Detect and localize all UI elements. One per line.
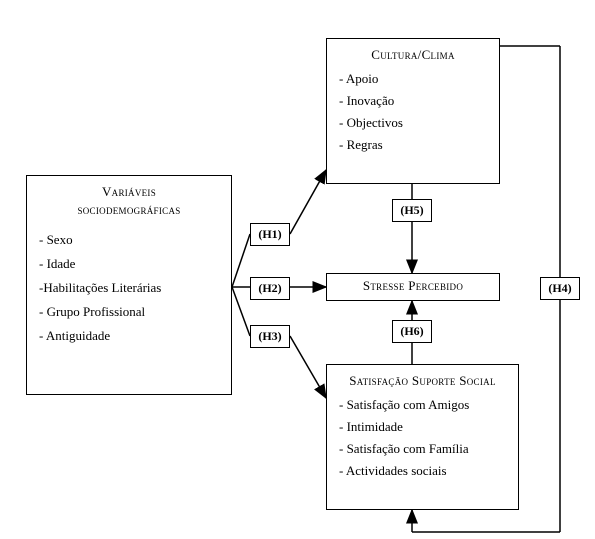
satisfacao-item: - Intimidade xyxy=(339,419,506,435)
sociodem-title-line1: Variáveis xyxy=(39,184,219,200)
satisfacao-title: Satisfação Suporte Social xyxy=(339,373,506,389)
satisfacao-item: - Satisfação com Família xyxy=(339,441,506,457)
hypothesis-h3: (H3) xyxy=(250,325,290,348)
sociodem-item: - Sexo xyxy=(39,232,219,248)
hypothesis-h6: (H6) xyxy=(392,320,432,343)
hypothesis-h2: (H2) xyxy=(250,277,290,300)
cultura-items: - Apoio - Inovação - Objectivos - Regras xyxy=(339,71,487,153)
satisfacao-items: - Satisfação com Amigos - Intimidade - S… xyxy=(339,397,506,479)
cultura-item: - Inovação xyxy=(339,93,487,109)
connector-sd-origin-h3 xyxy=(232,287,250,336)
sociodem-item: - Antiguidade xyxy=(39,328,219,344)
sociodem-item: -Habilitações Literárias xyxy=(39,280,219,296)
sociodem-title-line2: sociodemográficas xyxy=(39,202,219,218)
sociodem-items: - Sexo - Idade -Habilitações Literárias … xyxy=(39,232,219,344)
cultura-item: - Objectivos xyxy=(339,115,487,131)
cultura-title: Cultura/Clima xyxy=(339,47,487,63)
hypothesis-h4: (H4) xyxy=(540,277,580,300)
connector-h1-cultura xyxy=(290,170,326,234)
satisfacao-item: - Satisfação com Amigos xyxy=(339,397,506,413)
hypothesis-h5: (H5) xyxy=(392,199,432,222)
satisfacao-item: - Actividades sociais xyxy=(339,463,506,479)
box-cultura-clima: Cultura/Clima - Apoio - Inovação - Objec… xyxy=(326,38,500,184)
cultura-item: - Regras xyxy=(339,137,487,153)
hypothesis-h1: (H1) xyxy=(250,223,290,246)
box-satisfacao-suporte-social: Satisfação Suporte Social - Satisfação c… xyxy=(326,364,519,510)
sociodem-item: - Idade xyxy=(39,256,219,272)
connector-h3-satisf xyxy=(290,336,326,398)
stresse-title: Stresse Percebido xyxy=(363,278,463,293)
sociodem-item: - Grupo Profissional xyxy=(39,304,219,320)
cultura-item: - Apoio xyxy=(339,71,487,87)
box-sociodemographic: Variáveis sociodemográficas - Sexo - Ida… xyxy=(26,175,232,395)
box-stresse-percebido: Stresse Percebido xyxy=(326,273,500,301)
connector-sd-origin-h1 xyxy=(232,234,250,287)
